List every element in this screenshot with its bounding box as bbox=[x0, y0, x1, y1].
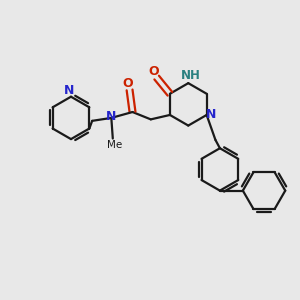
Text: NH: NH bbox=[181, 69, 201, 82]
Text: O: O bbox=[123, 77, 134, 90]
Text: N: N bbox=[206, 109, 216, 122]
Text: N: N bbox=[106, 110, 116, 123]
Text: N: N bbox=[63, 84, 74, 97]
Text: Me: Me bbox=[106, 140, 122, 150]
Text: O: O bbox=[148, 64, 159, 78]
